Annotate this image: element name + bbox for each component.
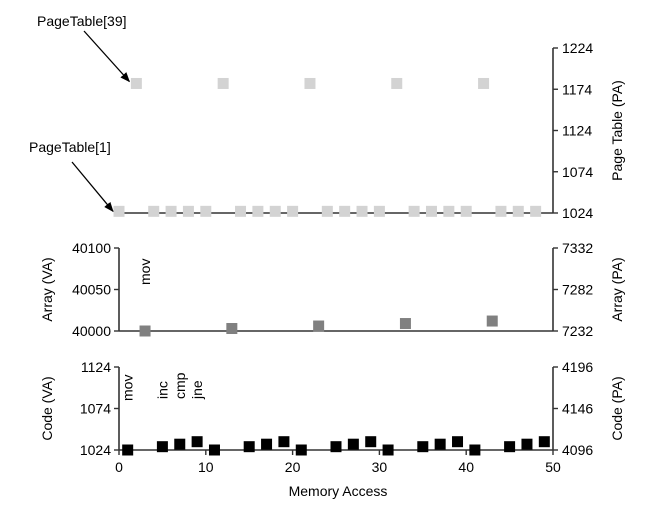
x-tick-label: 30: [372, 459, 388, 475]
page-table-right-tick-label: 1024: [562, 205, 593, 221]
page-table-data-point: [217, 77, 229, 89]
page-table-data-point: [530, 205, 542, 217]
page-table-data-point: [113, 205, 125, 217]
array-right-tick-label: 7282: [562, 282, 593, 298]
array-left-tick-label: 40000: [72, 323, 111, 339]
code-data-point: [243, 441, 255, 453]
array-right-axis-label: Array (PA): [609, 257, 625, 321]
code-data-point: [122, 444, 134, 456]
code-data-point: [174, 438, 186, 450]
annotation-cmp: cmp: [172, 372, 188, 399]
page-table-data-point: [460, 205, 472, 217]
page-table-data-point: [339, 205, 351, 217]
page-table-data-point: [304, 77, 316, 89]
array-data-point: [486, 315, 498, 327]
page-table-right-tick-label: 1074: [562, 164, 593, 180]
code-data-point: [521, 438, 533, 450]
x-tick-label: 0: [115, 459, 123, 475]
page-table-data-point: [443, 205, 455, 217]
code-data-point: [434, 438, 446, 450]
code-left-tick-label: 1074: [80, 401, 111, 417]
page-table-data-point: [269, 205, 281, 217]
page-table-right-tick-label: 1124: [562, 123, 592, 139]
page-table-data-point: [512, 205, 524, 217]
page-table-data-point: [182, 205, 194, 217]
annotation-pagetable-1-arrow: [71, 161, 114, 213]
code-data-point: [208, 444, 220, 456]
code-left-axis-label: Code (VA): [39, 376, 55, 440]
page-table-data-point: [252, 205, 264, 217]
page-table-data-point: [408, 205, 420, 217]
code-data-point: [295, 444, 307, 456]
page-table-data-point: [235, 205, 247, 217]
annotation-mov: mov: [137, 259, 153, 285]
code-data-point: [278, 436, 290, 448]
page-table-data-point: [130, 77, 142, 89]
array-left-axis-label: Array (VA): [39, 257, 55, 321]
page-table-right-axis-label: Page Table (PA): [609, 80, 625, 181]
x-tick-label: 10: [198, 459, 214, 475]
x-tick-label: 50: [545, 459, 561, 475]
x-tick-label: 40: [458, 459, 474, 475]
annotation-pagetable-39: PageTable[39]: [37, 13, 127, 29]
code-data-point: [261, 438, 273, 450]
code-data-point: [504, 441, 516, 453]
annotation-inc: inc: [154, 381, 170, 399]
code-right-tick-label: 4096: [562, 442, 593, 458]
page-table-data-point: [200, 205, 212, 217]
code-data-point: [330, 441, 342, 453]
page-table-data-point: [373, 205, 385, 217]
array-data-point: [226, 323, 238, 335]
code-data-point: [417, 441, 429, 453]
code-data-point: [452, 436, 464, 448]
code-data-point: [191, 436, 203, 448]
code-left-tick-label: 1124: [81, 359, 111, 375]
page-table-data-point: [148, 205, 160, 217]
page-table-data-point: [478, 77, 490, 89]
code-right-axis-label: Code (PA): [609, 376, 625, 440]
code-right-tick-label: 4196: [562, 359, 593, 375]
annotation-pagetable-39-arrow: [83, 30, 131, 83]
page-table-data-point: [287, 205, 299, 217]
array-right-tick-label: 7332: [562, 240, 593, 256]
array-left-tick-label: 40050: [72, 282, 111, 298]
array-data-point: [139, 325, 151, 337]
page-table-right-tick-label: 1224: [562, 40, 593, 56]
code-right-tick-label: 4146: [562, 401, 593, 417]
page-table-data-point: [165, 205, 177, 217]
x-axis-label: Memory Access: [289, 483, 388, 499]
page-table-data-point: [321, 205, 333, 217]
page-table-data-point: [356, 205, 368, 217]
code-data-point: [382, 444, 394, 456]
page-table-data-point: [425, 205, 437, 217]
code-data-point: [156, 441, 168, 453]
code-data-point: [365, 436, 377, 448]
array-data-point: [399, 318, 411, 330]
code-data-point: [469, 444, 481, 456]
annotation-jne: jne: [189, 380, 205, 400]
code-data-point: [347, 438, 359, 450]
array-right-tick-label: 7232: [562, 323, 593, 339]
page-table-data-point: [391, 77, 403, 89]
annotation-pagetable-1: PageTable[1]: [29, 139, 111, 155]
code-left-tick-label: 1024: [80, 442, 111, 458]
annotation-mov: mov: [120, 375, 136, 401]
array-left-tick-label: 40100: [72, 240, 111, 256]
code-data-point: [538, 436, 550, 448]
array-data-point: [313, 320, 325, 332]
x-tick-label: 20: [285, 459, 301, 475]
page-table-data-point: [495, 205, 507, 217]
page-table-right-tick-label: 1174: [562, 81, 592, 97]
